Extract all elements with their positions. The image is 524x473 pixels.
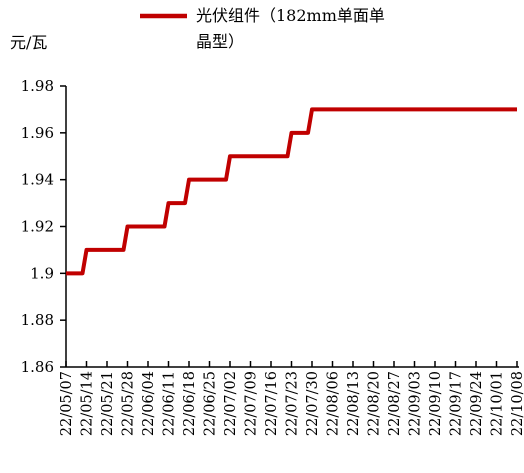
x-tick-label: 22/07/23 — [285, 371, 301, 436]
series-layer — [66, 109, 517, 273]
x-tick-label: 22/06/04 — [141, 371, 157, 436]
x-tick-label: 22/09/17 — [449, 371, 465, 436]
x-tick-label: 22/05/28 — [121, 371, 137, 436]
legend-label-line-2: 晶型） — [196, 32, 244, 51]
y-tick-label: 1.9 — [30, 264, 54, 282]
x-tick-label: 22/08/13 — [346, 371, 362, 436]
x-tick-label: 22/06/25 — [203, 371, 219, 436]
legend: 光伏组件（182mm单面单 晶型） — [140, 6, 385, 51]
x-tick-label: 22/08/06 — [326, 371, 342, 436]
x-tick-label: 22/08/20 — [367, 371, 383, 436]
series-line — [66, 109, 517, 273]
x-tick-label: 22/10/01 — [490, 371, 506, 436]
legend-label-line-1: 光伏组件（182mm单面单 — [196, 6, 385, 25]
x-tick-label: 22/05/07 — [59, 371, 75, 436]
y-tick-label: 1.86 — [21, 358, 54, 376]
y-tick-label: 1.94 — [21, 171, 54, 189]
x-tick-label: 22/06/11 — [162, 371, 178, 436]
x-tick-label: 22/06/18 — [182, 371, 198, 436]
y-axis: 1.86 1.88 1.9 1.92 1.94 1.96 1.98 — [21, 77, 66, 376]
y-tick-label: 1.96 — [21, 124, 54, 142]
x-tick-label: 22/05/21 — [100, 371, 116, 436]
x-tick-label: 22/10/08 — [510, 371, 524, 436]
y-tick-label: 1.88 — [21, 311, 54, 329]
x-tick-label: 22/08/27 — [387, 371, 403, 436]
x-tick-label: 22/09/24 — [469, 371, 485, 436]
y-tick-label: 1.98 — [21, 77, 54, 95]
x-tick-label: 22/09/10 — [428, 371, 444, 436]
x-tick-label: 22/07/16 — [264, 371, 280, 436]
y-axis-unit-label: 元/瓦 — [10, 33, 47, 52]
x-axis: 22/05/07 22/05/14 22/05/21 22/05/28 22/06/04… — [59, 361, 524, 436]
x-tick-label: 22/07/09 — [244, 371, 260, 436]
x-tick-label: 22/07/30 — [305, 371, 321, 436]
y-tick-label: 1.92 — [21, 218, 54, 236]
x-tick-label: 22/07/02 — [223, 371, 239, 436]
x-tick-label: 22/09/03 — [408, 371, 424, 436]
x-tick-label: 22/05/14 — [80, 371, 96, 436]
